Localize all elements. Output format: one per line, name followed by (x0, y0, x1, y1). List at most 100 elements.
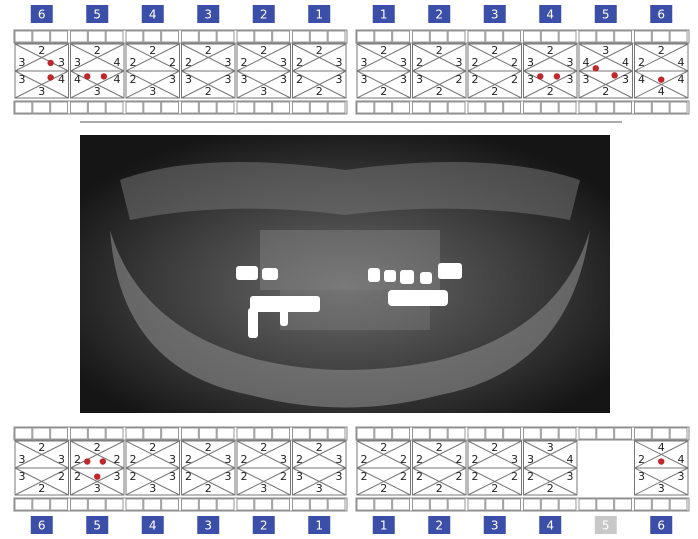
small-cell (162, 31, 179, 42)
small-cell (357, 102, 374, 113)
small-cell (33, 102, 50, 113)
pocket-depth: 2 (602, 85, 609, 98)
small-cell (237, 499, 254, 510)
small-cell (430, 102, 447, 113)
pocket-depth: 3 (185, 73, 192, 86)
small-cell (504, 428, 521, 439)
small-cell (541, 499, 558, 510)
bleeding-dot (100, 458, 106, 464)
small-cell (413, 428, 430, 439)
small-cell (273, 31, 290, 42)
small-cell (144, 102, 161, 113)
pocket-depth: 2 (511, 73, 518, 86)
pocket-depth: 2 (436, 44, 443, 57)
small-cell (310, 102, 327, 113)
small-cell (33, 31, 50, 42)
pocket-depth: 4 (638, 73, 645, 86)
pocket-depth: 2 (280, 470, 287, 483)
small-cell (393, 31, 410, 42)
pocket-depth: 2 (380, 85, 387, 98)
tooth-number: 6 (38, 8, 46, 22)
small-cell (237, 102, 254, 113)
pocket-depth: 2 (658, 44, 665, 57)
small-cell (375, 31, 392, 42)
small-cell (615, 428, 632, 439)
small-cell (635, 499, 652, 510)
pocket-depth: 2 (361, 470, 368, 483)
pocket-depth: 4 (114, 73, 121, 86)
small-cell (217, 102, 234, 113)
small-cell (237, 31, 254, 42)
pocket-depth: 2 (205, 85, 212, 98)
pocket-depth: 3 (361, 56, 368, 69)
small-cell (559, 31, 576, 42)
tooth-number: 4 (546, 8, 554, 22)
small-cell (328, 102, 345, 113)
small-cell (217, 31, 234, 42)
pocket-depth: 2 (472, 56, 479, 69)
small-cell (126, 102, 143, 113)
bleeding-dot (84, 73, 90, 79)
small-cell (635, 428, 652, 439)
pocket-depth: 3 (400, 73, 407, 86)
pocket-depth: 2 (491, 85, 498, 98)
pocket-depth: 3 (280, 453, 287, 466)
small-cell (375, 428, 392, 439)
pocket-depth: 2 (436, 482, 443, 495)
pocket-depth: 3 (225, 470, 232, 483)
pocket-depth: 3 (336, 56, 343, 69)
small-cell (524, 31, 541, 42)
pocket-depth: 3 (678, 470, 685, 483)
small-cell (468, 31, 485, 42)
small-cell (579, 428, 596, 439)
small-cell (182, 428, 199, 439)
small-cell (524, 428, 541, 439)
small-cell (162, 428, 179, 439)
small-cell (293, 102, 310, 113)
pocket-depth: 2 (456, 470, 463, 483)
small-cell (559, 499, 576, 510)
pocket-depth: 2 (316, 85, 323, 98)
small-cell (486, 428, 503, 439)
small-cell (579, 499, 596, 510)
small-cell (448, 499, 465, 510)
small-cell (88, 102, 105, 113)
small-cell (182, 102, 199, 113)
pocket-depth: 4 (583, 56, 590, 69)
small-cell (310, 499, 327, 510)
small-cell (144, 428, 161, 439)
small-cell (430, 428, 447, 439)
pocket-depth: 2 (241, 453, 248, 466)
pocket-depth: 2 (130, 470, 137, 483)
pocket-depth: 2 (260, 44, 267, 57)
small-cell (106, 31, 123, 42)
pocket-depth: 2 (205, 441, 212, 454)
small-cell (15, 499, 32, 510)
pocket-depth: 3 (19, 56, 26, 69)
pocket-depth: 2 (296, 453, 303, 466)
bleeding-dot (94, 473, 100, 479)
pocket-depth: 3 (527, 56, 534, 69)
small-cell (51, 428, 68, 439)
small-cell (106, 499, 123, 510)
pocket-depth: 3 (416, 73, 423, 86)
tooth-number: 2 (260, 519, 268, 533)
small-cell (255, 428, 272, 439)
small-cell (199, 499, 216, 510)
small-cell (71, 31, 88, 42)
small-cell (15, 102, 32, 113)
small-cell (357, 31, 374, 42)
small-cell (393, 102, 410, 113)
pocket-depth: 3 (280, 56, 287, 69)
tooth-number: 5 (93, 8, 101, 22)
pocket-depth: 2 (472, 73, 479, 86)
pocket-depth: 3 (602, 44, 609, 57)
small-cell (293, 499, 310, 510)
pocket-depth: 2 (400, 470, 407, 483)
bleeding-dot (554, 73, 560, 79)
pocket-depth: 2 (547, 85, 554, 98)
chart-canvas: 6233343523444342222333223332222333312232… (0, 0, 698, 539)
pocket-depth: 2 (456, 453, 463, 466)
small-cell (541, 31, 558, 42)
pocket-depth: 3 (19, 453, 26, 466)
